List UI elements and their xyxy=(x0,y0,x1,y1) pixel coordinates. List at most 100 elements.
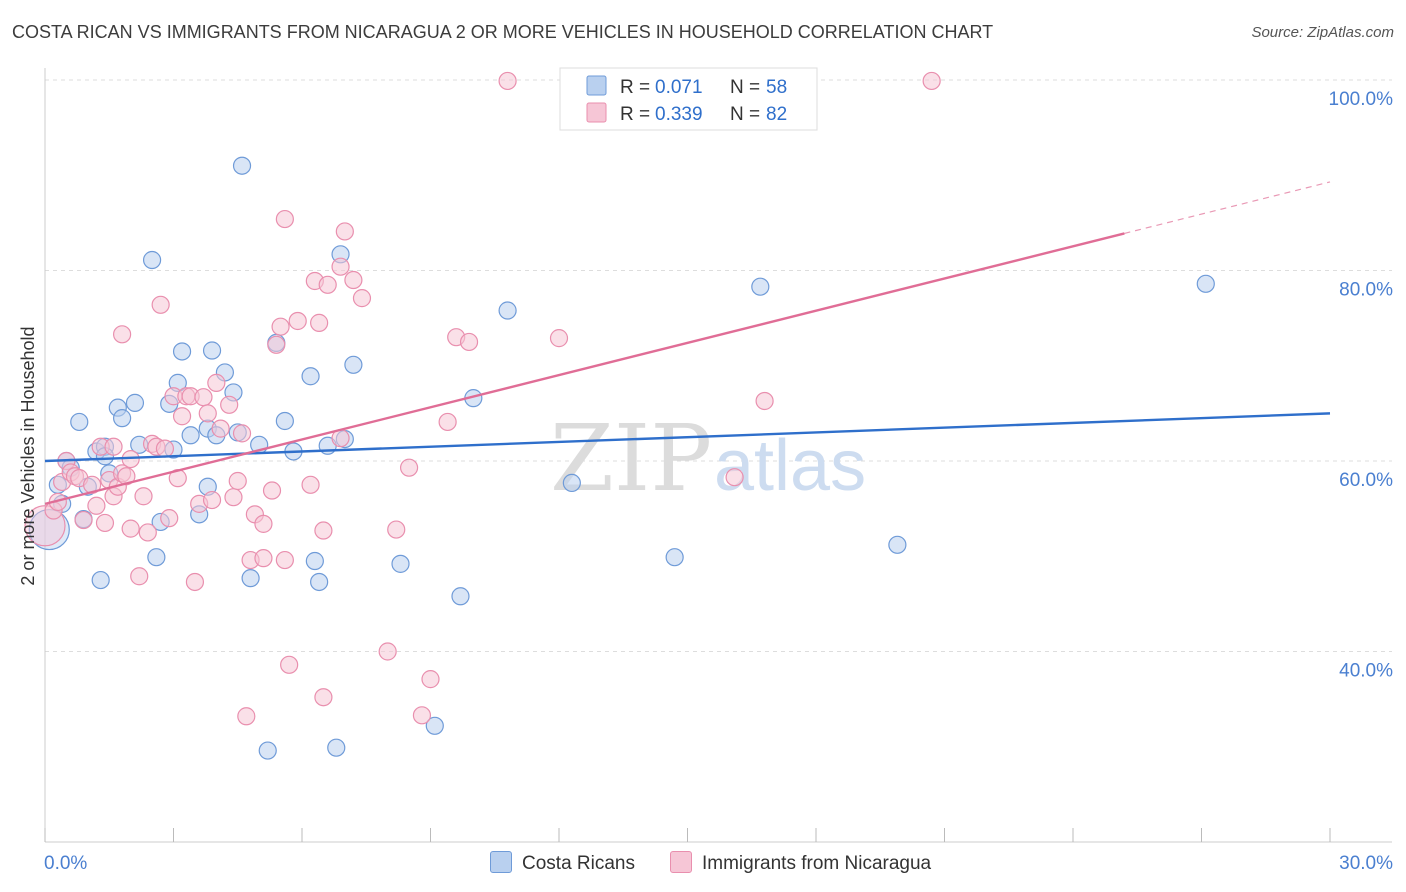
point-nicaragua xyxy=(160,509,179,528)
legend-n-value-blue: 58 xyxy=(766,77,787,98)
point-nicaragua xyxy=(224,488,243,507)
y-tick-label: 80.0% xyxy=(1339,280,1393,301)
point-nicaragua xyxy=(438,412,457,432)
point-costa-rican xyxy=(125,393,145,412)
point-nicaragua xyxy=(301,475,320,494)
point-nicaragua xyxy=(310,313,329,332)
y-tick-labels: 40.0% 60.0% 80.0% 100.0% xyxy=(1329,89,1394,682)
legend-n-label-blue: N = xyxy=(730,77,760,98)
point-costa-rican xyxy=(305,551,324,571)
point-nicaragua xyxy=(725,468,744,487)
point-costa-rican xyxy=(310,572,329,592)
point-costa-rican xyxy=(70,412,89,432)
point-nicaragua xyxy=(498,71,517,91)
point-nicaragua xyxy=(352,289,372,308)
point-nicaragua xyxy=(134,487,153,506)
legend-r-value-pink: 0.339 xyxy=(655,104,703,125)
point-nicaragua xyxy=(275,209,294,229)
point-nicaragua xyxy=(344,270,363,290)
bottom-legend-swatch-pink xyxy=(670,851,692,873)
point-costa-rican xyxy=(301,367,320,386)
point-nicaragua xyxy=(314,521,333,540)
point-nicaragua xyxy=(254,549,273,568)
point-nicaragua xyxy=(198,404,217,423)
point-costa-rican xyxy=(112,409,132,428)
point-nicaragua xyxy=(130,567,149,586)
data-points xyxy=(24,71,1215,760)
watermark-atlas: atlas xyxy=(714,426,866,506)
point-nicaragua xyxy=(232,424,252,443)
watermark-zip: ZIP xyxy=(550,405,712,512)
point-costa-rican xyxy=(147,548,166,567)
point-costa-rican xyxy=(181,426,200,445)
point-nicaragua xyxy=(112,325,132,344)
point-nicaragua xyxy=(267,335,286,354)
point-nicaragua xyxy=(138,523,157,542)
point-costa-rican xyxy=(665,548,684,567)
x-tick-label: 30.0% xyxy=(1339,853,1393,874)
point-costa-rican xyxy=(425,716,444,735)
point-nicaragua xyxy=(271,317,290,336)
point-costa-rican xyxy=(391,554,410,573)
point-costa-rican xyxy=(91,570,110,590)
point-nicaragua xyxy=(331,257,350,276)
x-tick-labels: 0.0% 30.0% xyxy=(44,853,1393,874)
bottom-legend-swatch-blue xyxy=(490,851,512,873)
trend-line-nicaragua-extension xyxy=(1124,181,1331,235)
gridlines xyxy=(45,79,1392,652)
point-costa-rican xyxy=(172,342,192,361)
legend-n-label-pink: N = xyxy=(730,104,760,125)
legend-r-label-blue: R = xyxy=(620,77,650,98)
point-costa-rican xyxy=(202,341,222,360)
point-costa-rican xyxy=(275,411,294,431)
point-nicaragua xyxy=(117,467,136,486)
point-costa-rican xyxy=(498,301,517,320)
point-nicaragua xyxy=(207,373,226,392)
point-nicaragua xyxy=(335,222,354,241)
point-nicaragua xyxy=(549,329,569,348)
point-nicaragua xyxy=(237,707,256,726)
point-nicaragua xyxy=(121,519,140,538)
point-costa-rican xyxy=(451,587,470,606)
point-costa-rican xyxy=(241,569,260,588)
point-nicaragua xyxy=(318,275,337,294)
y-tick-label: 40.0% xyxy=(1339,661,1393,682)
bottom-legend-label-pink: Immigrants from Nicaragua xyxy=(702,853,932,874)
point-nicaragua xyxy=(185,572,205,592)
point-nicaragua xyxy=(202,490,222,510)
point-nicaragua xyxy=(155,439,175,458)
point-nicaragua xyxy=(399,458,419,477)
point-nicaragua xyxy=(83,475,102,494)
point-nicaragua xyxy=(459,332,479,352)
point-costa-rican xyxy=(1196,274,1215,293)
point-nicaragua xyxy=(228,471,247,491)
point-nicaragua xyxy=(275,550,294,570)
point-nicaragua xyxy=(314,688,333,707)
axes xyxy=(44,68,1392,843)
point-costa-rican xyxy=(344,355,363,374)
legend-r-value-blue: 0.071 xyxy=(655,77,703,98)
point-costa-rican xyxy=(562,473,581,493)
trend-line-nicaragua xyxy=(44,232,1125,506)
point-costa-rican xyxy=(751,277,770,296)
legend: R = 0.071 N = 58 R = 0.339 N = 82 xyxy=(559,67,818,131)
point-nicaragua xyxy=(378,642,397,661)
point-costa-rican xyxy=(258,741,277,760)
y-tick-label: 100.0% xyxy=(1329,89,1394,110)
chart-title: COSTA RICAN VS IMMIGRANTS FROM NICARAGUA… xyxy=(12,22,994,42)
bottom-legend-nicaragua: Immigrants from Nicaragua xyxy=(670,851,931,875)
bottom-legend-costa-ricans: Costa Ricans xyxy=(490,851,635,875)
point-nicaragua xyxy=(194,388,213,407)
point-nicaragua xyxy=(262,481,282,500)
source-label: Source: ZipAtlas.com xyxy=(1251,24,1394,41)
point-costa-rican xyxy=(232,156,252,175)
bottom-legend-label-blue: Costa Ricans xyxy=(522,853,635,874)
trend-line-costa-rican xyxy=(44,412,1331,463)
point-nicaragua xyxy=(172,407,192,426)
point-nicaragua xyxy=(151,295,170,314)
point-nicaragua xyxy=(254,514,273,533)
trend-lines xyxy=(44,181,1331,506)
legend-n-value-pink: 82 xyxy=(766,104,787,125)
point-nicaragua xyxy=(755,391,774,411)
